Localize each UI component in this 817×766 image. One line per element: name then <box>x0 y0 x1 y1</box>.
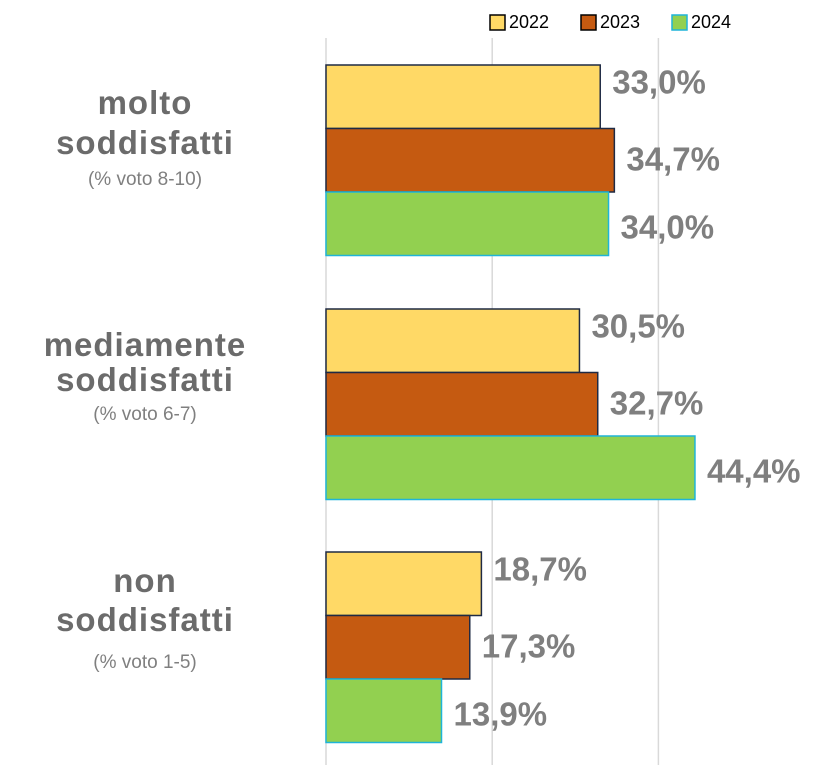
value-label: 17,3% <box>482 627 576 664</box>
bar <box>325 614 471 680</box>
bar <box>325 191 610 257</box>
bar <box>325 435 696 501</box>
bar <box>325 551 483 617</box>
category-label: molto soddisfatti <box>56 84 234 161</box>
category-label: mediamente soddisfatti <box>44 326 247 398</box>
value-label: 18,7% <box>493 550 587 587</box>
value-label: 34,7% <box>626 140 720 177</box>
value-label: 32,7% <box>610 384 704 421</box>
value-label: 34,0% <box>621 208 715 245</box>
category-note: (% voto 8-10) <box>88 169 202 190</box>
category-note: (% voto 1-5) <box>93 652 196 673</box>
legend-swatch <box>580 14 597 31</box>
value-label: 44,4% <box>707 452 801 489</box>
value-label: 30,5% <box>591 307 685 344</box>
value-label: 33,0% <box>612 63 706 100</box>
legend-label: 2024 <box>691 12 731 32</box>
legend-label: 2023 <box>600 12 640 32</box>
bar <box>325 678 443 744</box>
value-label: 13,9% <box>454 695 548 732</box>
legend-label: 2022 <box>509 12 549 32</box>
category-label: non soddisfatti <box>56 562 234 638</box>
bar <box>325 64 601 130</box>
category-note: (% voto 6-7) <box>93 404 196 425</box>
legend-swatch <box>489 14 506 31</box>
bar <box>325 371 599 437</box>
legend-swatch <box>671 14 688 31</box>
bar <box>325 127 616 193</box>
bar <box>325 308 581 374</box>
